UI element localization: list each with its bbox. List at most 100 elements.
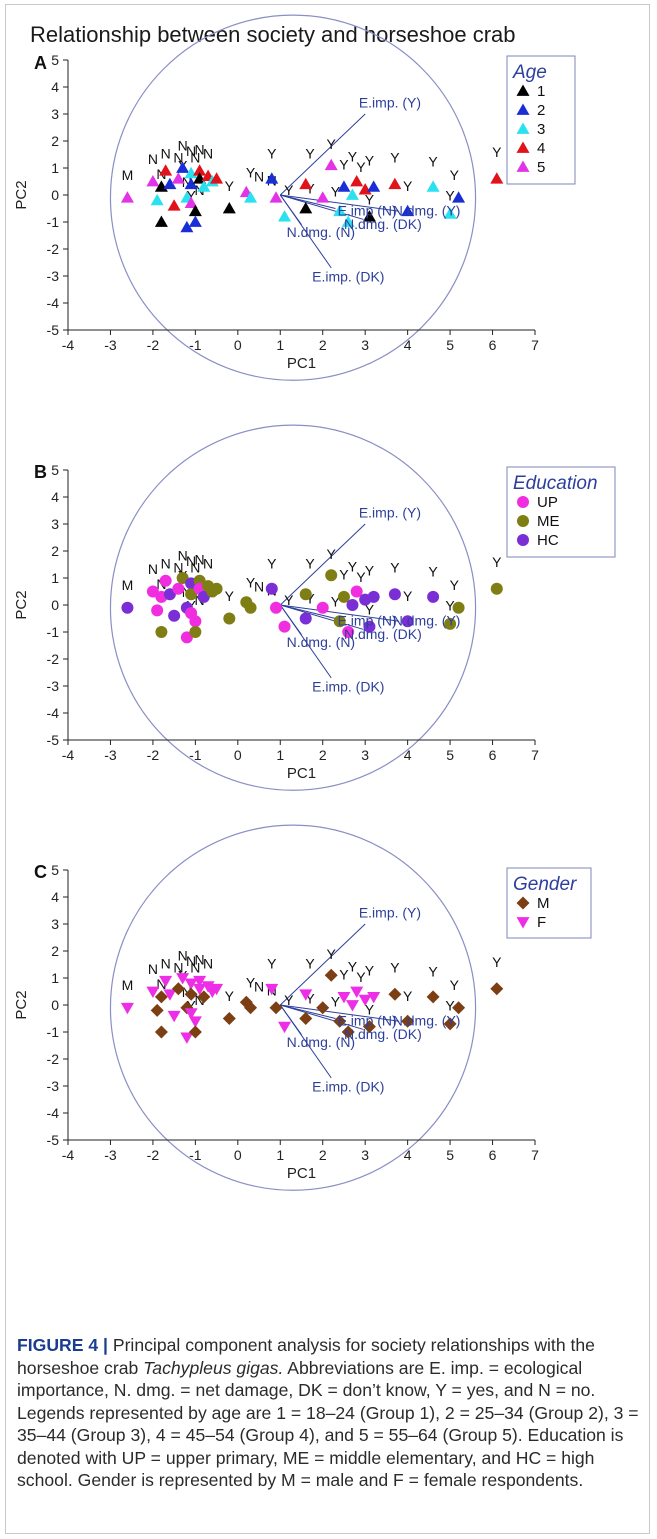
panel-c-response-label: Y <box>492 954 502 970</box>
panel-a-vector-label: N.dmg. (Y) <box>393 202 461 218</box>
panel-b-loading-vector <box>280 604 336 619</box>
panel-c-legend-label: M <box>537 895 550 912</box>
panel-b-loading-vector <box>279 523 366 606</box>
panel-b-data-point <box>333 615 346 628</box>
panel-a-data-point <box>299 177 313 190</box>
panel-c-y-tick-label: -4 <box>47 1105 60 1121</box>
panel-c-loading-vector <box>279 1004 302 1035</box>
panel-b-response-label: N <box>190 560 200 576</box>
panel-b-response-label: Y <box>305 556 315 572</box>
panel-a-response-label: N <box>195 142 205 158</box>
panel-c-response-label: N <box>178 947 188 963</box>
panel-a-legend-marker <box>516 84 530 96</box>
panel-c-loading-vector <box>280 1004 336 1019</box>
panel-b-response-label: Y <box>348 558 358 574</box>
panel-a-response-label: M <box>122 167 134 183</box>
panel-c-response-label: Y <box>331 993 341 1009</box>
panel-a-data-point <box>154 215 168 227</box>
panel-b-y-tick-label: 5 <box>51 462 59 478</box>
panel-a-y-tick-label: -3 <box>47 268 60 284</box>
panel-a-legend-marker <box>516 160 530 172</box>
panel-a-data-point <box>265 172 279 184</box>
panel-c-data-point <box>358 994 372 1007</box>
panel-c-data-point <box>244 1001 258 1015</box>
panel-a-data-point <box>367 180 381 192</box>
panel-a-legend-marker <box>516 103 530 115</box>
panel-b-data-point <box>159 574 172 587</box>
panel-b-data-point <box>401 615 414 628</box>
panel-a-y-tick-label: 1 <box>51 160 59 176</box>
panel-a-data-point <box>490 172 504 184</box>
panel-a-vector-label: N.dmg. (N) <box>287 224 355 240</box>
panel-c-x-tick-label: 7 <box>531 1147 539 1163</box>
panel-b-x-tick-label: -1 <box>189 747 202 763</box>
panel-b-data-point <box>367 590 380 603</box>
panel-a-loading-vector <box>280 194 364 220</box>
panel-a-loading-vector <box>279 194 302 225</box>
panel-c-data-point <box>146 986 160 998</box>
panel-c-data-point <box>180 1032 194 1044</box>
panel-c-data-point <box>210 983 224 996</box>
panel-c-chart: C-4 -3 -2 -1 0 1 2 3 4 5 6 7543210-1-2-3-4-5PC1PC2M… <box>13 824 592 1191</box>
panel-a-data-point <box>210 172 224 184</box>
panel-b-x-axis-label: PC1 <box>287 765 316 782</box>
panel-b-response-label: N <box>148 561 158 577</box>
panel-a-data-point <box>426 180 440 192</box>
panel-c-response-label: Y <box>365 962 375 978</box>
panel-c-data-point <box>163 989 177 1001</box>
panel-c-data-point <box>171 982 185 996</box>
panel-b-response-label: Y <box>246 574 256 590</box>
panel-a-x-tick-label: 5 <box>446 337 454 353</box>
figure-main-title: Relationship between society and horsesh… <box>30 22 516 47</box>
panel-b-y-tick-label: 1 <box>51 570 59 586</box>
panel-b-y-tick-label: -2 <box>47 651 60 667</box>
panel-a-data-point <box>337 180 351 192</box>
panel-b-vector-label: N.dmg. (DK) <box>344 626 422 642</box>
panel-c-x-tick-label: 1 <box>276 1147 284 1163</box>
panel-b-response-label: N <box>195 552 205 568</box>
panel-b-data-point <box>490 582 503 595</box>
panel-b-legend-label: ME <box>537 513 560 530</box>
panel-c-legend-label: F <box>537 914 546 931</box>
caption-label: FIGURE 4 | <box>17 1335 108 1355</box>
figure-frame <box>5 4 650 1534</box>
panel-b-data-point <box>427 590 440 603</box>
panel-b-response-label: Y <box>305 591 315 607</box>
panel-c-response-label: Y <box>246 974 256 990</box>
panel-c-data-point <box>362 1020 376 1034</box>
panel-b-data-point <box>265 582 278 595</box>
panel-b-response-label: M <box>122 577 134 593</box>
panel-a-data-point <box>278 210 292 222</box>
panel-c-y-tick-label: -3 <box>47 1078 60 1094</box>
panel-a-data-point <box>269 191 283 203</box>
panel-b-legend-label: HC <box>537 532 559 549</box>
panel-a-data-point <box>324 158 338 171</box>
panel-b-data-point <box>223 612 236 625</box>
panel-a-x-tick-label: -1 <box>189 337 202 353</box>
panel-c-x-tick-label: -4 <box>62 1147 75 1163</box>
panel-a-response-label: N <box>178 137 188 153</box>
panel-c-data-point <box>269 1001 283 1015</box>
panel-a-data-point <box>341 215 355 227</box>
panel-c-data-point <box>167 1010 181 1023</box>
panel-a-data-point <box>171 172 185 184</box>
panel-a-data-point <box>193 164 207 176</box>
panel-a-data-point <box>244 191 258 203</box>
panel-c-response-label: Y <box>365 1001 375 1017</box>
panel-a-x-tick-label: 1 <box>276 337 284 353</box>
panel-b-x-tick-label: 4 <box>404 747 412 763</box>
panel-c-response-label: N <box>195 952 205 968</box>
panel-c-loading-vector <box>279 923 366 1006</box>
panel-c-response-label: Y <box>445 997 455 1013</box>
panel-b-response-label: Y <box>403 588 413 604</box>
panel-c-response-label: N <box>148 961 158 977</box>
panel-a-correlation-circle <box>109 14 477 381</box>
panel-b-vector-label: N.dmg. (N) <box>287 634 355 650</box>
panel-b-data-point <box>278 620 291 633</box>
caption-text-post: Abbreviations are E. imp. = ecological i… <box>17 1357 639 1491</box>
panel-c-response-label: N <box>254 979 264 995</box>
panel-c-data-point <box>367 992 381 1004</box>
panel-a-y-tick-label: 3 <box>51 106 59 122</box>
panel-b-y-tick-label: 0 <box>51 597 59 613</box>
panel-c-data-point <box>316 1001 330 1015</box>
